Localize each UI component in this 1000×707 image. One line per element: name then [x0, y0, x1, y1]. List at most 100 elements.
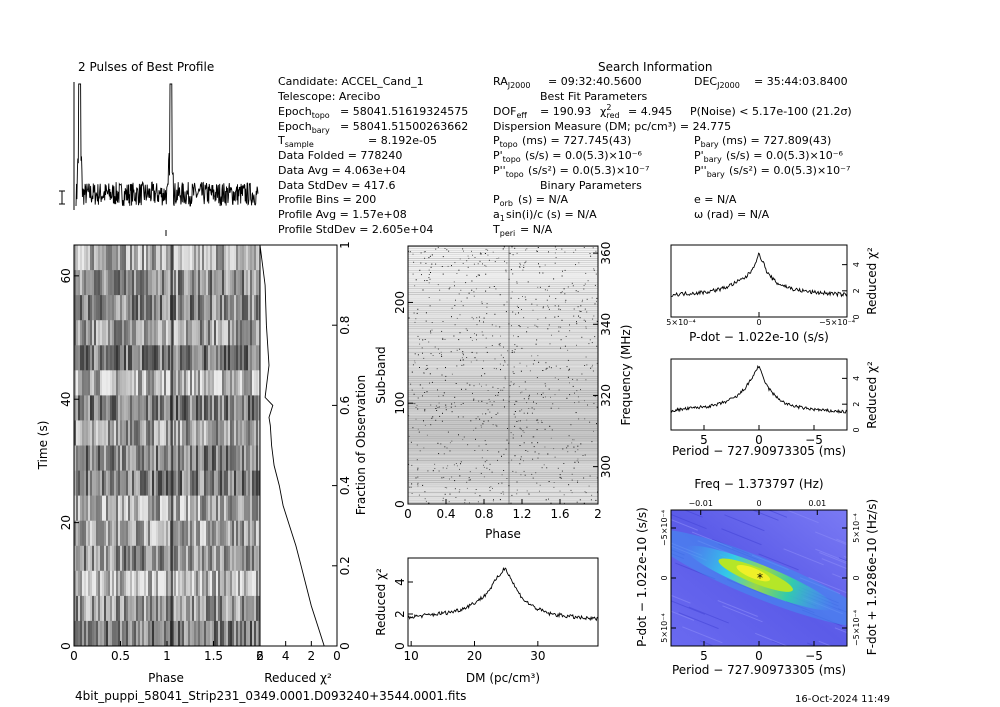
pulse-profile-line — [75, 83, 259, 207]
period-x-tick-label: 0 — [755, 433, 763, 447]
pdot-xlabel: P-dot − 1.022e-10 (s/s) — [689, 330, 829, 344]
tperi-label: Tperi — [492, 223, 515, 238]
pdot-x-tick-label: −5×10⁻⁴ — [819, 318, 855, 327]
omega-text: ω (rad) = N/A — [694, 208, 770, 221]
tsample-label: Tsample — [277, 134, 314, 149]
dec-label: DECJ2000 — [694, 75, 740, 90]
time-phase-intensity — [74, 245, 260, 647]
time-phase-x-tick-label: 0 — [70, 649, 78, 663]
chi2-time-x-tick-label: 0 — [333, 649, 341, 663]
ppdot-right-tick-label: 0 — [852, 575, 861, 580]
tsample-value: = 8.192e-05 — [368, 134, 437, 147]
ppdot-right-tick-label: −5×10⁻⁴ — [852, 610, 861, 646]
pddot-topo-value: (s/s²) = 0.0(5.3)×10⁻⁷ — [528, 164, 649, 177]
ppdot-x-tick-label: 0 — [755, 649, 763, 663]
epoch-bary-label: Epochbary — [278, 120, 330, 135]
dm-x-tick-label: 20 — [467, 649, 482, 663]
subband-y-tick-label: 0 — [393, 500, 407, 508]
dm-ylabel: Reduced χ² — [374, 568, 388, 636]
data-std-text: Data StdDev = 417.6 — [278, 179, 396, 192]
dof-label: DOFeff — [493, 105, 527, 120]
chi2-time-frame — [259, 244, 338, 647]
ptopo-value: (ms) = 727.745(43) — [522, 134, 631, 147]
subband-intensity — [408, 246, 598, 504]
pddot-topo-label: P''topo — [493, 164, 524, 179]
pulse-track — [170, 245, 174, 646]
pdot-x-tick-label: 5×10⁻⁴ — [666, 318, 695, 327]
pdot-y-tick-label: 2 — [852, 288, 861, 293]
chi2-value: = 4.945 — [628, 105, 672, 118]
pdot-ylabel: Reduced χ² — [865, 247, 879, 315]
best-fit-title: Best Fit Parameters — [540, 90, 647, 103]
period-y-tick-label: 0 — [852, 427, 861, 432]
fraction-y-tick-label: 0.8 — [338, 316, 352, 335]
dof-value: = 190.93 — [540, 105, 591, 118]
dm-x-tick-label: 30 — [530, 649, 545, 663]
time-phase-x-tick-label: 2 — [256, 649, 264, 663]
period-y-tick-label: 2 — [852, 402, 861, 407]
fraction-y-tick-label: 0.2 — [338, 556, 352, 575]
subband-pulse-track — [508, 246, 510, 504]
ppdot-y-tick-label: −5×10⁻⁴ — [660, 510, 669, 546]
period-x-tick-label: 5 — [700, 433, 708, 447]
time-phase-y-tick-label: 40 — [59, 392, 73, 407]
time-phase-ylabel: Time (s) — [36, 421, 50, 471]
period-x-tick-label: −5 — [805, 433, 823, 447]
subband-x-tick-label: 0.4 — [436, 507, 455, 521]
dm-xlabel: DM (pc/cm³) — [466, 671, 540, 685]
frequency-y-tick-label: 340 — [599, 313, 613, 336]
ptopo-label: Ptopo — [493, 134, 518, 149]
asini-label: a1 — [493, 208, 505, 223]
pdot-topo-label: P'topo — [493, 149, 521, 164]
dm-y-tick-label: 2 — [393, 610, 407, 618]
frequency-y-tick-label: 360 — [599, 242, 613, 265]
pbary-value: (ms) = 727.809(43) — [722, 134, 831, 147]
period-chi2-line — [670, 364, 848, 414]
asini-value: sin(i)/c (s) = N/A — [506, 208, 597, 221]
ppdot-top-tick-label: −0.01 — [688, 499, 713, 508]
pdot-topo-value: (s/s) = 0.0(5.3)×10⁻⁶ — [525, 149, 643, 162]
time-phase-x-tick-label: 1.5 — [204, 649, 223, 663]
ppdot-y-tick-label: 0 — [660, 575, 669, 580]
pbary-label: Pbary — [694, 134, 719, 149]
chi2-time-x-tick-label: 4 — [282, 649, 290, 663]
pdot-y-tick-label: 4 — [852, 262, 861, 267]
ppdot-y-tick-label: 5×10⁻⁴ — [660, 613, 669, 642]
subband-y-tick-label: 100 — [393, 392, 407, 415]
fraction-y-tick-label: 0.4 — [338, 476, 352, 495]
time-phase-y-tick-label: 60 — [59, 268, 73, 283]
subband-x-tick-label: 0 — [404, 507, 412, 521]
pnoise-text: P(Noise) < 5.17e-100 (21.2σ) — [690, 105, 852, 118]
subband-x-tick-label: 1.6 — [550, 507, 569, 521]
subband-x-tick-label: 2 — [594, 507, 602, 521]
chi2-label: χ2 red — [600, 103, 620, 120]
time-phase-x-tick-label: 0.5 — [111, 649, 130, 663]
chi2-time-line — [259, 244, 325, 647]
fraction-ylabel: Fraction of Observation — [354, 375, 368, 515]
chi2-time-x-tick-label: 6 — [256, 649, 264, 663]
period-ylabel: Reduced χ² — [865, 361, 879, 429]
period-y-tick-label: 4 — [852, 376, 861, 381]
chi2-time-xlabel: Reduced χ² — [264, 671, 332, 685]
fraction-y-tick-label: 0.6 — [338, 396, 352, 415]
epoch-bary-value: = 58041.51500263662 — [340, 120, 468, 133]
period-xlabel: Period − 727.90973305 (ms) — [672, 444, 846, 458]
dm-plot: 10 20 30 0 2 4 DM (pc/cm³) Reduced χ² — [374, 557, 599, 685]
ppdot-x-tick-label: 5 — [700, 649, 708, 663]
pdot-bary-value: (s/s) = 0.0(5.3)×10⁻⁶ — [726, 149, 844, 162]
epoch-topo-label: Epochtopo — [278, 105, 330, 120]
profile-std-text: Profile StdDev = 2.605e+04 — [278, 223, 433, 236]
subband-x-tick-label: 0.8 — [474, 507, 493, 521]
subband-xlabel: Phase — [485, 527, 521, 541]
ppdot-plot: * 5 0 −5 −0.01 0 0.01 −5×10⁻⁴ 0 5×10⁻⁴ 5×10⁻⁴ 0 −5×… — [635, 477, 879, 677]
profile-title: 2 Pulses of Best Profile — [78, 60, 214, 74]
fits-filename: 4bit_puppi_58041_Strip231_0349.0001.D093… — [75, 689, 466, 703]
time-phase-x-tick-label: 1 — [163, 649, 171, 663]
ppdot-top-label: Freq − 1.373797 (Hz) — [694, 477, 823, 491]
time-phase-y-tick-label: 0 — [59, 642, 73, 650]
porb-value: (s) = N/A — [518, 193, 568, 206]
time-phase-y-tick-label: 20 — [59, 515, 73, 530]
pddot-bary-label: P''bary — [694, 164, 725, 179]
search-info-title: Search Information — [598, 60, 713, 74]
